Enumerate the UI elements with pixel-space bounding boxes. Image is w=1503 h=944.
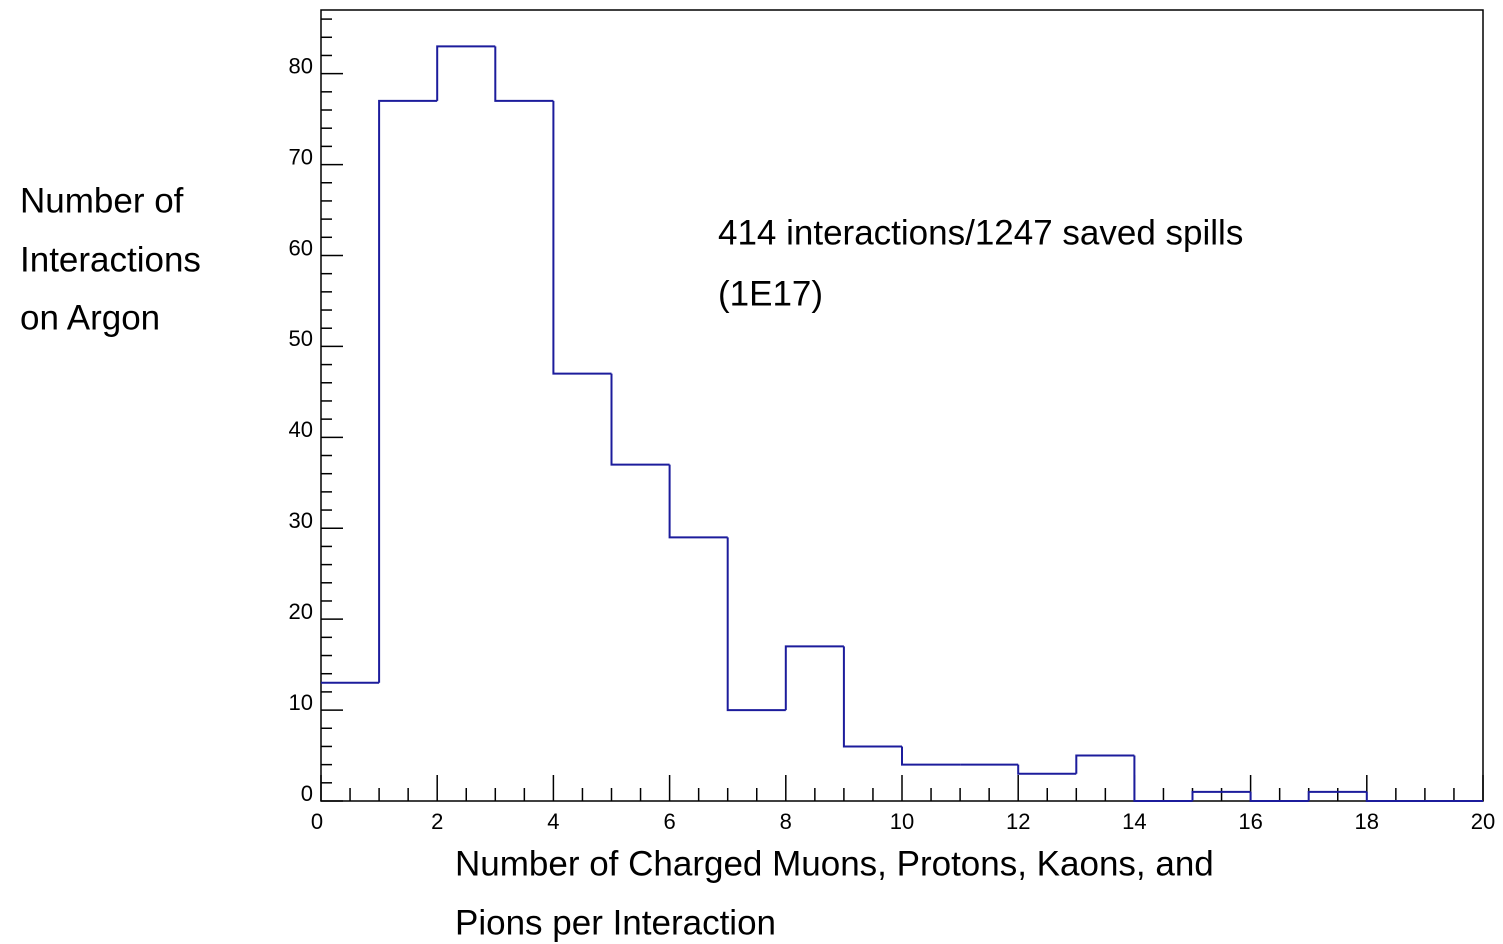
x-tick-label: 8 bbox=[780, 809, 792, 834]
x-tick-label: 20 bbox=[1471, 809, 1495, 834]
y-tick-label: 60 bbox=[289, 235, 313, 260]
x-tick-label: 2 bbox=[431, 809, 443, 834]
y-axis-label: Interactions bbox=[20, 240, 201, 279]
x-tick-label: 14 bbox=[1122, 809, 1146, 834]
y-tick-label: 30 bbox=[289, 508, 313, 533]
x-axis-label: Pions per Interaction bbox=[455, 903, 776, 942]
histogram-bin bbox=[610, 373, 670, 466]
histogram-bin bbox=[378, 99, 438, 683]
x-tick-label: 10 bbox=[890, 809, 914, 834]
histogram-bin bbox=[552, 100, 612, 375]
y-axis-label: on Argon bbox=[20, 298, 160, 337]
histogram-bin bbox=[494, 46, 554, 102]
histogram-bin bbox=[1133, 755, 1193, 802]
y-tick-label: 50 bbox=[289, 326, 313, 351]
histogram-bin bbox=[842, 646, 902, 748]
x-tick-label: 6 bbox=[663, 809, 675, 834]
y-tick-label: 40 bbox=[289, 417, 313, 442]
histogram-bin bbox=[1307, 790, 1367, 801]
plot-frame bbox=[320, 9, 1484, 802]
histogram-bin bbox=[726, 537, 786, 712]
histogram-bin bbox=[1365, 791, 1425, 802]
x-tick-label: 0 bbox=[311, 809, 323, 834]
histogram-bin bbox=[668, 464, 728, 539]
y-tick-label: 0 bbox=[301, 781, 313, 806]
x-tick-label: 18 bbox=[1355, 809, 1379, 834]
y-axis-label: Number of bbox=[20, 181, 184, 220]
x-axis-label: Number of Charged Muons, Protons, Kaons,… bbox=[455, 844, 1214, 883]
histogram-bin bbox=[1191, 790, 1251, 801]
histogram-bin bbox=[1249, 791, 1309, 802]
annotation: (1E17) bbox=[718, 274, 823, 313]
annotation: 414 interactions/1247 saved spills bbox=[718, 213, 1243, 252]
histogram-bin bbox=[1075, 754, 1135, 774]
histogram-bin bbox=[901, 746, 961, 766]
x-tick-label: 16 bbox=[1238, 809, 1262, 834]
y-tick-label: 70 bbox=[289, 144, 313, 169]
x-tick-label: 4 bbox=[547, 809, 559, 834]
histogram-bin bbox=[784, 645, 844, 711]
y-tick-label: 80 bbox=[289, 53, 313, 78]
histogram-bin bbox=[1017, 764, 1077, 775]
y-tick-label: 20 bbox=[289, 599, 313, 624]
histogram-bin bbox=[436, 45, 496, 101]
y-tick-label: 10 bbox=[289, 690, 313, 715]
x-tick-label: 12 bbox=[1006, 809, 1030, 834]
